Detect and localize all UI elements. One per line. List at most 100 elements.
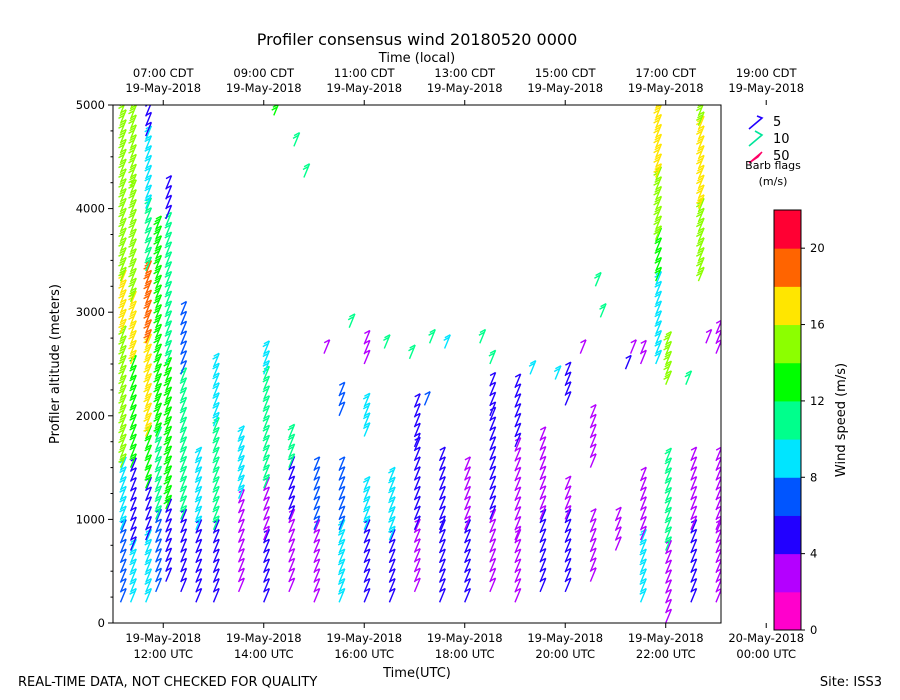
wind-barb xyxy=(153,235,163,250)
wind-barb xyxy=(624,354,632,370)
wind-barb xyxy=(163,406,173,421)
wind-barb xyxy=(163,435,173,451)
x-tick-date: 19-May-2018 xyxy=(527,631,603,645)
wind-barb xyxy=(143,363,153,378)
wind-barb xyxy=(128,300,137,316)
wind-barb xyxy=(118,443,127,459)
wind-barb xyxy=(165,174,173,190)
wind-barb xyxy=(118,318,127,334)
wind-barb xyxy=(413,393,421,408)
y-tick-label: 0 xyxy=(98,616,105,630)
wind-barb xyxy=(118,207,127,223)
wind-barb xyxy=(695,237,705,252)
y-axis: 0 1000 2000 3000 4000 5000 xyxy=(76,98,113,630)
wind-barb xyxy=(143,372,153,388)
wind-barb xyxy=(153,254,163,270)
wind-barb xyxy=(118,288,127,304)
wind-barb xyxy=(163,455,173,470)
wind-barb xyxy=(128,248,137,263)
wind-barb xyxy=(163,465,173,480)
x-top-tick-time: 19:00 CDT xyxy=(736,66,798,80)
wind-barb xyxy=(653,185,663,201)
wind-barb xyxy=(705,328,713,344)
wind-barb xyxy=(695,111,705,126)
wind-barb xyxy=(438,446,446,462)
wind-barb xyxy=(153,313,163,329)
colorbar-tick-label: 12 xyxy=(810,394,825,408)
colorbar-tick-label: 20 xyxy=(810,241,825,255)
y-tick-label: 1000 xyxy=(76,512,105,526)
legend-label-50: 50 xyxy=(773,149,790,164)
wind-barb xyxy=(599,302,607,318)
wind-barb xyxy=(428,328,436,344)
wind-barb xyxy=(553,365,562,380)
wind-barb xyxy=(118,335,127,350)
legend-title-line2: (m/s) xyxy=(759,175,788,188)
wind-barb xyxy=(262,340,271,355)
colorbar-bin xyxy=(774,210,801,249)
colorbar: 0 4 8 12 16 20 xyxy=(773,209,825,637)
wind-barb xyxy=(128,188,137,204)
wind-barb xyxy=(128,134,137,149)
wind-barb xyxy=(143,279,153,295)
wind-barb xyxy=(653,166,663,181)
wind-barb xyxy=(118,237,127,252)
wind-barb xyxy=(163,376,173,392)
wind-barb xyxy=(362,392,371,408)
y-tick-label: 2000 xyxy=(76,409,105,423)
wind-barb xyxy=(383,334,391,349)
wind-barb xyxy=(564,475,572,491)
x-top-tick-date: 19-May-2018 xyxy=(226,81,302,95)
wind-barb xyxy=(163,386,173,402)
wind-barb xyxy=(153,284,163,299)
x-top-tick-date: 19-May-2018 xyxy=(728,81,804,95)
wind-barb xyxy=(153,353,163,368)
x-tick-time: 18:00 UTC xyxy=(435,647,495,661)
wind-barb xyxy=(143,318,153,334)
wind-barb xyxy=(153,363,163,378)
x-top-tick-time: 17:00 CDT xyxy=(635,66,697,80)
wind-barb xyxy=(695,174,705,190)
x-tick-date: 20-May-2018 xyxy=(728,631,804,645)
wind-barb xyxy=(153,402,163,418)
x-top-tick-date: 19-May-2018 xyxy=(326,81,402,95)
wind-barb xyxy=(118,453,127,468)
wind-barb xyxy=(695,184,705,200)
wind-barb xyxy=(128,198,137,214)
wind-barb xyxy=(639,339,647,355)
wind-barb xyxy=(128,208,137,224)
wind-barb xyxy=(347,313,356,328)
wind-barb xyxy=(153,412,163,427)
wind-barbs xyxy=(118,105,721,623)
wind-barb xyxy=(514,373,522,389)
wind-barb xyxy=(128,290,137,306)
wind-barb xyxy=(143,343,153,359)
wind-barb xyxy=(128,163,137,179)
y-tick-label: 5000 xyxy=(76,98,105,112)
colorbar-bin xyxy=(774,248,801,287)
wind-barb xyxy=(128,218,137,234)
colorbar-tick-label: 8 xyxy=(810,470,817,484)
wind-barb xyxy=(163,366,173,382)
x-tick-time: 20:00 UTC xyxy=(535,647,595,661)
chart-title: Profiler consensus wind 20180520 0000 xyxy=(257,30,578,49)
wind-barb xyxy=(663,370,673,385)
wind-barb xyxy=(653,176,663,191)
wind-barb xyxy=(118,298,127,314)
wind-barb xyxy=(163,396,173,411)
wind-barb xyxy=(143,422,153,437)
wind-barb xyxy=(118,158,127,174)
wind-barb xyxy=(118,423,127,439)
wind-barb xyxy=(118,266,127,282)
wind-barb xyxy=(564,361,572,377)
colorbar-bin xyxy=(774,400,801,440)
y-tick-label: 4000 xyxy=(76,202,105,216)
colorbar-label: Wind speed (m/s) xyxy=(834,363,849,477)
wind-barb xyxy=(163,474,173,490)
wind-barb xyxy=(163,484,173,500)
wind-barb xyxy=(118,119,127,134)
wind-barb xyxy=(118,105,125,115)
wind-barb xyxy=(695,105,704,117)
wind-barb xyxy=(539,426,547,441)
